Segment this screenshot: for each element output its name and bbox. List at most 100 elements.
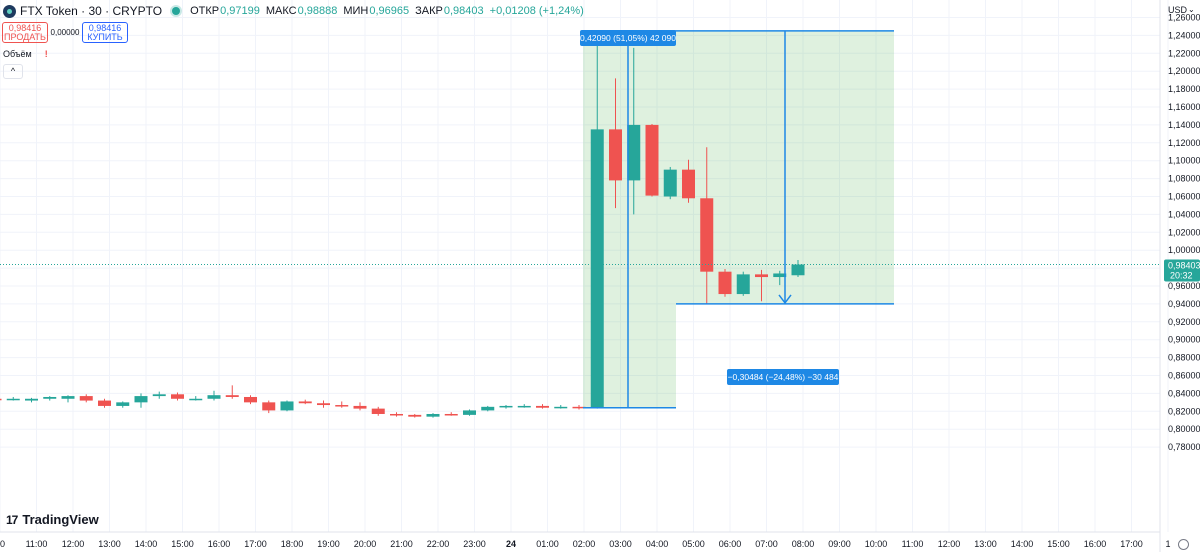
high-label: МАКС [265, 5, 297, 17]
x-tick-label: 04:00 [646, 539, 669, 549]
x-tick-label: 03:00 [609, 539, 632, 549]
warning-icon[interactable]: ! [44, 49, 48, 59]
y-tick-label: 1,20000 [1168, 66, 1200, 76]
candle-body [79, 396, 93, 401]
candle-body [773, 273, 787, 278]
collapse-icon[interactable]: ^ [3, 64, 23, 79]
candle-body [627, 124, 641, 181]
candle-body [736, 274, 750, 295]
candle-body [0, 398, 2, 401]
chevron-down-icon[interactable]: ⌄ [1188, 5, 1195, 14]
y-tick-label: 1,06000 [1168, 192, 1200, 202]
x-tick-label: 05:00 [682, 539, 705, 549]
candle-body [536, 405, 549, 408]
candle-body [280, 401, 294, 411]
x-tick-label: 17:00 [244, 539, 267, 549]
x-tick-label: 17:00 [1120, 539, 1143, 549]
candle-body [663, 169, 677, 197]
x-tick-label: 1 [1165, 539, 1170, 549]
low-value: 0,96965 [369, 5, 410, 17]
symbol-title[interactable]: FTX Token · 30 · CRYPTO [20, 4, 163, 18]
candle-body [791, 264, 805, 276]
measure-down-label: −0,30484 (−24,48%) −30 484 [728, 372, 839, 382]
x-tick-label: 20:00 [354, 539, 377, 549]
candle-body [408, 414, 422, 417]
close-value: 0,98403 [443, 5, 484, 17]
y-tick-label: 0,88000 [1168, 353, 1200, 363]
close-label: ЗАКР [415, 5, 443, 17]
tradingview-logo-icon: 17 [6, 512, 18, 527]
open-value: 0,97199 [220, 5, 260, 17]
measure-down-arrowhead [778, 294, 792, 305]
y-tick-label: 1,00000 [1168, 245, 1200, 255]
change-value: +0,01208 (+1,24%) [489, 5, 584, 17]
y-tick-label: 0,82000 [1168, 406, 1200, 416]
candle-body [98, 400, 111, 406]
candle-body [335, 405, 349, 407]
x-tick-label: 15:00 [171, 539, 194, 549]
x-tick-label: 16:00 [1084, 539, 1107, 549]
candle-body [700, 198, 714, 272]
measure-up-label: 0,42090 (51,05%) 42 090 [580, 33, 676, 43]
candles [0, 30, 805, 418]
measure-zone-fill [583, 30, 894, 408]
candle-body [152, 394, 166, 397]
candle-body [481, 406, 495, 411]
candle-body [554, 406, 568, 409]
x-tick-label: 18:00 [281, 539, 304, 549]
x-tick-label: 00 [0, 539, 5, 549]
y-tick-label: 1,14000 [1168, 120, 1200, 130]
buy-button[interactable]: 0,98416 КУПИТЬ [82, 22, 128, 43]
x-tick-label: 14:00 [1011, 539, 1034, 549]
time-axis: 00 11:00 12:00 13:00 14:00 15:00 16:00 17:00 18:… [0, 531, 1171, 549]
x-tick-label: 09:00 [828, 539, 851, 549]
measure-zone [583, 30, 894, 408]
candle-body [645, 124, 659, 196]
x-tick-label: 13:00 [974, 539, 997, 549]
volume-indicator[interactable]: Объём ! [3, 49, 48, 59]
volume-label: Объём [3, 49, 32, 59]
candle-body [116, 402, 130, 406]
currency-selector[interactable]: USD [1168, 5, 1188, 15]
x-tick-label: 11:00 [26, 539, 48, 549]
y-tick-label: 1,10000 [1168, 156, 1200, 166]
y-tick-label: 0,96000 [1168, 281, 1200, 291]
y-tick-label: 0,86000 [1168, 371, 1200, 381]
market-open-icon [172, 7, 181, 15]
tradingview-logo[interactable]: 17 TradingView [6, 512, 99, 527]
x-tick-label: 07:00 [755, 539, 778, 549]
y-tick-label: 0,94000 [1168, 299, 1200, 309]
y-tick-label: 0,90000 [1168, 335, 1200, 345]
candle-body [244, 396, 257, 403]
candle-body [171, 394, 184, 399]
measure-overlay: 0,42090 (51,05%) 42 090 −0,30484 (−24,48%… [0, 30, 1160, 409]
spread-value: 0,00000 [50, 28, 80, 37]
measure-up-label-box [580, 30, 676, 46]
settings-icon[interactable] [1178, 539, 1189, 550]
x-tick-label: 12:00 [62, 539, 85, 549]
candle-body [499, 405, 513, 408]
low-label: МИН [343, 5, 369, 17]
candle-body [444, 413, 458, 416]
sell-button[interactable]: 0,98416 ПРОДАТЬ [2, 22, 48, 43]
x-tick-label: 02:00 [573, 539, 596, 549]
x-tick-label: 23:00 [463, 539, 486, 549]
x-tick-label: 15:00 [1047, 539, 1070, 549]
y-tick-label: 0,80000 [1168, 424, 1200, 434]
candle-body [353, 405, 367, 409]
x-tick-label: 19:00 [317, 539, 340, 549]
y-tick-label: 1,04000 [1168, 209, 1200, 219]
y-tick-label: 0,84000 [1168, 388, 1200, 398]
x-tick-label: 16:00 [208, 539, 231, 549]
x-tick-label: 01:00 [536, 539, 559, 549]
candle-body [298, 401, 312, 404]
candle-body [43, 396, 57, 399]
candle-body [262, 402, 276, 411]
candle-body [463, 410, 476, 415]
open-label: ОТКР [190, 5, 220, 17]
last-price-value: 0,98403 [1168, 260, 1200, 270]
x-tick-label: 21:00 [390, 539, 413, 549]
candle-body [371, 408, 385, 414]
candle-body [590, 129, 604, 408]
